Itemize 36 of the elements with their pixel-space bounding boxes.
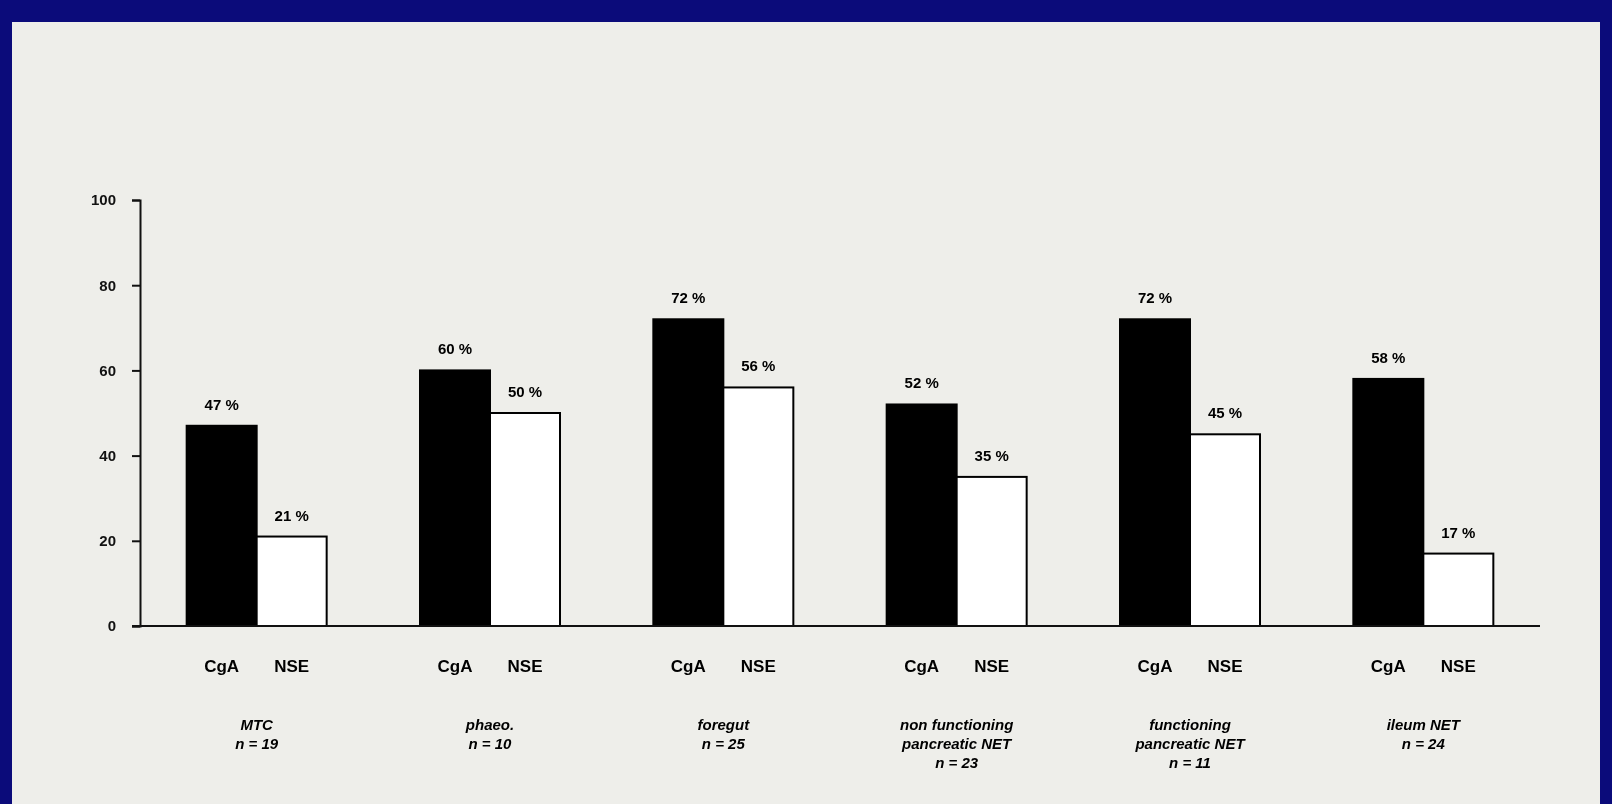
- data-label: 45 %: [1207, 404, 1243, 422]
- x-tick-label: foregut n = 25: [697, 716, 751, 752]
- text: CgA: [437, 657, 473, 676]
- y-tick-label: 80: [99, 276, 116, 294]
- text: NSE: [507, 657, 543, 676]
- data-label: 35 %: [974, 446, 1009, 464]
- y-tick-label: 0: [107, 617, 116, 635]
- text: NSE: [1440, 657, 1476, 676]
- data-label: 58 %: [1371, 348, 1406, 366]
- data-label: 50 %: [507, 383, 543, 400]
- data-label: 17 %: [1441, 523, 1476, 541]
- y-tick-label: 60: [99, 361, 116, 379]
- data-label: 21 %: [274, 506, 309, 524]
- y-tick-label: 100: [90, 191, 116, 209]
- x-tick-label: ileum NET n = 24: [1386, 716, 1462, 752]
- text: CgA: [1137, 657, 1173, 676]
- data-label: 52 %: [904, 374, 939, 392]
- y-tick-label: 20: [99, 532, 116, 550]
- text: CgA: [904, 657, 940, 676]
- data-label: 60 %: [437, 340, 473, 358]
- data-label: 72 %: [671, 289, 706, 307]
- series-label: NSE: [274, 657, 310, 676]
- text: CgA: [670, 657, 706, 676]
- x-tick-label: MTC n = 19: [235, 716, 279, 752]
- text: NSE: [1207, 657, 1243, 676]
- text: NSE: [740, 657, 776, 676]
- data-label: 47 %: [204, 395, 239, 413]
- data-label: 72 %: [1137, 289, 1173, 307]
- series-label: CgA: [204, 657, 240, 676]
- text: NSE: [974, 657, 1010, 676]
- y-tick-label: 40: [99, 446, 116, 464]
- x-tick-label: phaeo. n = 10: [464, 716, 515, 752]
- data-label: 56 %: [741, 357, 776, 375]
- x-tick-label: non functioning pancreatic NET n = 23: [900, 716, 1014, 771]
- x-tick-label: functioning pancreatic NET n = 11: [1134, 716, 1247, 771]
- text: CgA: [1370, 657, 1406, 676]
